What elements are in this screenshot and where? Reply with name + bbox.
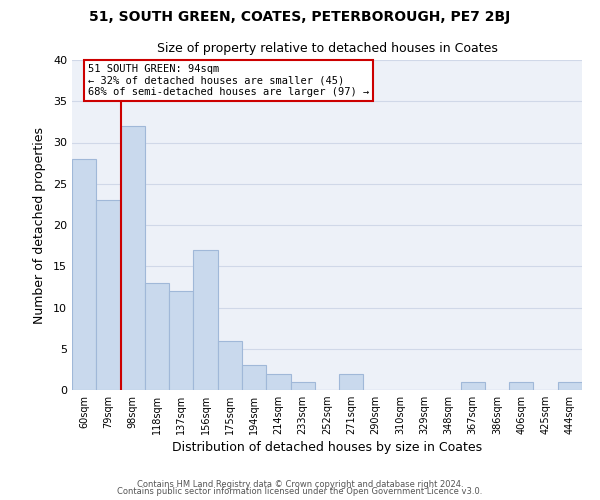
X-axis label: Distribution of detached houses by size in Coates: Distribution of detached houses by size … — [172, 442, 482, 454]
Bar — [193, 250, 218, 390]
Bar — [290, 382, 315, 390]
Bar — [96, 200, 121, 390]
Bar — [121, 126, 145, 390]
Text: 51, SOUTH GREEN, COATES, PETERBOROUGH, PE7 2BJ: 51, SOUTH GREEN, COATES, PETERBOROUGH, P… — [89, 10, 511, 24]
Bar — [72, 159, 96, 390]
Text: 51 SOUTH GREEN: 94sqm
← 32% of detached houses are smaller (45)
68% of semi-deta: 51 SOUTH GREEN: 94sqm ← 32% of detached … — [88, 64, 369, 98]
Bar — [339, 374, 364, 390]
Bar — [242, 365, 266, 390]
Text: Contains HM Land Registry data © Crown copyright and database right 2024.: Contains HM Land Registry data © Crown c… — [137, 480, 463, 489]
Bar — [169, 291, 193, 390]
Bar — [266, 374, 290, 390]
Text: Contains public sector information licensed under the Open Government Licence v3: Contains public sector information licen… — [118, 487, 482, 496]
Bar — [145, 283, 169, 390]
Bar — [558, 382, 582, 390]
Bar — [461, 382, 485, 390]
Bar — [509, 382, 533, 390]
Y-axis label: Number of detached properties: Number of detached properties — [33, 126, 46, 324]
Title: Size of property relative to detached houses in Coates: Size of property relative to detached ho… — [157, 42, 497, 54]
Bar — [218, 340, 242, 390]
